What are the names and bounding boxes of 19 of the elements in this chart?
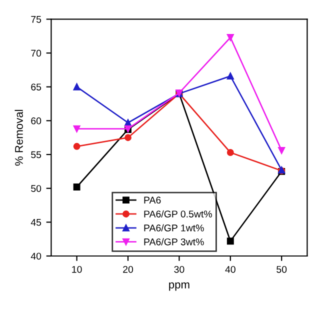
y-axis-title: % Removal xyxy=(14,110,23,166)
y-tick-label: 40 xyxy=(30,252,42,260)
y-tick-label: 75 xyxy=(31,16,42,23)
x-tick-label: 50 xyxy=(276,266,287,273)
legend-label: PA6/GP 0.5wt% xyxy=(144,210,212,218)
x-tick-label: 10 xyxy=(72,266,82,273)
x-tick-label: 40 xyxy=(225,266,236,273)
y-tick-label: 50 xyxy=(31,185,42,192)
y-tick-label: 65 xyxy=(31,84,42,90)
legend-label: PA6/GP 3wt% xyxy=(144,238,204,246)
x-axis-title: ppm xyxy=(169,282,190,291)
legend-label: PA6/GP 1wt% xyxy=(144,224,204,232)
x-tick-label: 30 xyxy=(174,266,184,273)
y-tick-label: 70 xyxy=(31,50,42,57)
y-tick-label: 55 xyxy=(31,151,42,158)
legend-label: PA6 xyxy=(144,196,161,204)
y-tick-label: 60 xyxy=(31,117,42,124)
x-tick-label: 20 xyxy=(123,266,134,273)
y-tick-label: 45 xyxy=(30,219,42,226)
